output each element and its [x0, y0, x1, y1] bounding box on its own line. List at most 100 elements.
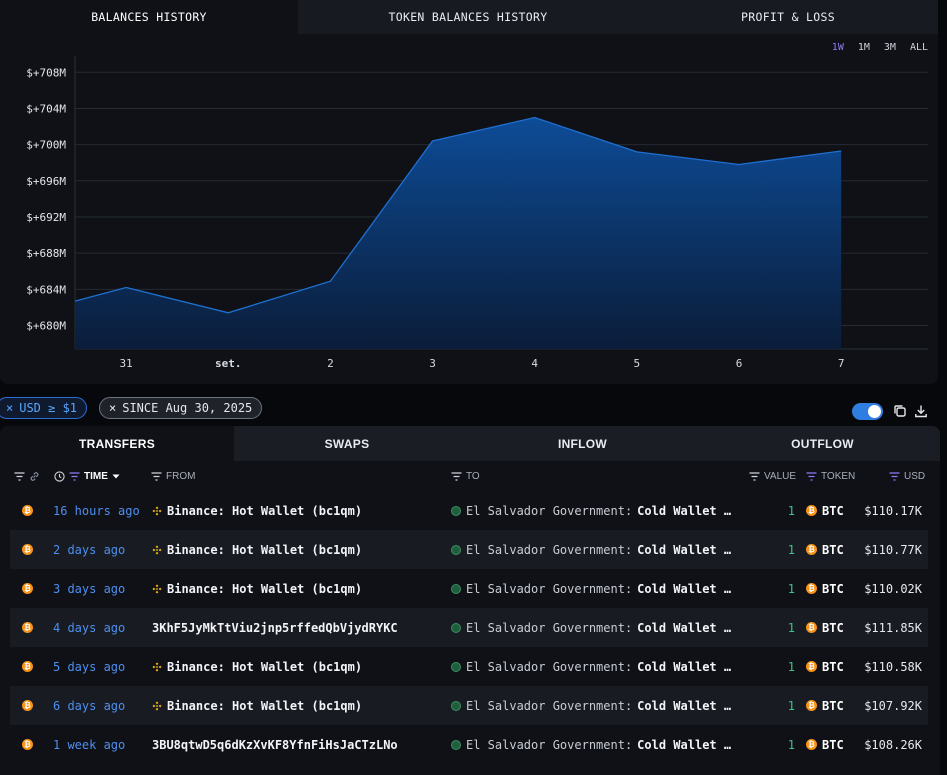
- btc-token-icon: ₿: [806, 661, 817, 672]
- to-entity-label: El Salvador Government:: [466, 503, 633, 518]
- x-tick-label: 4: [531, 357, 538, 370]
- table-row[interactable]: ₿ 2 days ago Binance: Hot Wallet (bc1qm) El…: [10, 530, 928, 569]
- to-address[interactable]: El Salvador Government: Cold Wallet …: [451, 569, 731, 608]
- token-column-header[interactable]: TOKEN: [806, 471, 855, 482]
- tab-outflow[interactable]: OUTFLOW: [705, 426, 940, 461]
- table-row[interactable]: ₿ 3 days ago Binance: Hot Wallet (bc1qm) El…: [10, 569, 928, 608]
- remove-since-filter-icon[interactable]: ×: [109, 401, 117, 415]
- from-column-label: FROM: [166, 471, 196, 482]
- tab-token-balances-history[interactable]: TOKEN BALANCES HISTORY: [298, 0, 638, 34]
- download-icon[interactable]: [913, 403, 929, 419]
- from-address[interactable]: Binance: Hot Wallet (bc1qm): [152, 530, 362, 569]
- from-address[interactable]: 3KhF5JyMkTtViu2jnp5rffedQbVjydRYKC: [152, 608, 398, 647]
- time-link[interactable]: 3 days ago: [53, 581, 126, 596]
- link-icon[interactable]: [29, 471, 40, 482]
- from-label: 3KhF5JyMkTtViu2jnp5rffedQbVjydRYKC: [152, 620, 398, 635]
- balance-area-chart[interactable]: $+708M $+704M $+700M $+696M $+692M $+688M $+68…: [0, 50, 938, 384]
- to-address[interactable]: El Salvador Government: Cold Wallet …: [451, 725, 731, 764]
- usd-filter-icon[interactable]: [889, 472, 900, 481]
- token-cell[interactable]: ₿ BTC: [806, 647, 844, 686]
- copy-icon[interactable]: [892, 403, 908, 419]
- bitcoin-chain-icon: ₿: [22, 505, 33, 516]
- table-row[interactable]: ₿ 5 days ago Binance: Hot Wallet (bc1qm) El…: [10, 647, 928, 686]
- token-cell[interactable]: ₿ BTC: [806, 491, 844, 530]
- from-address[interactable]: Binance: Hot Wallet (bc1qm): [152, 491, 362, 530]
- value-column-header[interactable]: VALUE: [749, 471, 796, 482]
- tab-profit-loss[interactable]: PROFIT & LOSS: [638, 0, 938, 34]
- time-link[interactable]: 1 week ago: [53, 737, 126, 752]
- balance-point[interactable]: [631, 146, 643, 158]
- tab-transfers[interactable]: TRANSFERS: [0, 426, 234, 461]
- range-1m-button[interactable]: 1M: [857, 42, 870, 53]
- time-link[interactable]: 4 days ago: [53, 620, 126, 635]
- since-filter-chip[interactable]: × SINCE Aug 30, 2025: [99, 397, 263, 419]
- el-salvador-entity-icon: [451, 622, 461, 633]
- table-row[interactable]: ₿ 4 days ago 3KhF5JyMkTtViu2jnp5rffedQbVjy…: [10, 608, 928, 647]
- from-filter-icon[interactable]: [151, 472, 162, 481]
- time-filter-icon[interactable]: [69, 472, 80, 481]
- from-address[interactable]: Binance: Hot Wallet (bc1qm): [152, 686, 362, 725]
- btc-token-icon: ₿: [806, 700, 817, 711]
- usd-filter-chip[interactable]: × USD ≥ $1: [0, 397, 88, 419]
- tab-swaps[interactable]: SWAPS: [234, 426, 460, 461]
- time-link[interactable]: 2 days ago: [53, 542, 126, 557]
- range-3m-button[interactable]: 3M: [883, 42, 896, 53]
- to-address[interactable]: El Salvador Government: Cold Wallet …: [451, 647, 731, 686]
- to-column-header[interactable]: TO: [451, 471, 480, 482]
- from-address[interactable]: Binance: Hot Wallet (bc1qm): [152, 647, 362, 686]
- y-tick-label: $+684M: [26, 283, 66, 296]
- from-address[interactable]: 3BU8qtwD5q6dKzXvKF8YfnFiHsJaCTzLNo: [152, 725, 398, 764]
- since-filter-label: SINCE Aug 30, 2025: [122, 401, 253, 415]
- clock-icon[interactable]: [54, 471, 65, 482]
- from-address[interactable]: Binance: Hot Wallet (bc1qm): [152, 569, 362, 608]
- to-address[interactable]: El Salvador Government: Cold Wallet …: [451, 491, 731, 530]
- sort-desc-icon[interactable]: [112, 474, 120, 479]
- tab-inflow[interactable]: INFLOW: [460, 426, 705, 461]
- balance-point[interactable]: [529, 111, 541, 123]
- to-filter-icon[interactable]: [451, 472, 462, 481]
- token-cell[interactable]: ₿ BTC: [806, 569, 844, 608]
- from-column-header[interactable]: FROM: [151, 471, 195, 482]
- balance-point[interactable]: [324, 275, 336, 287]
- from-label: 3BU8qtwD5q6dKzXvKF8YfnFiHsJaCTzLNo: [152, 737, 398, 752]
- token-cell[interactable]: ₿ BTC: [806, 725, 844, 764]
- value-cell: 1: [787, 620, 795, 635]
- x-tick-label: 31: [119, 357, 132, 370]
- balance-point[interactable]: [835, 145, 847, 157]
- time-link[interactable]: 16 hours ago: [53, 503, 140, 518]
- to-address[interactable]: El Salvador Government: Cold Wallet …: [451, 530, 731, 569]
- value-cell: 1: [787, 581, 795, 596]
- usd-cell: $110.58K: [864, 659, 922, 674]
- balance-point[interactable]: [427, 135, 439, 147]
- token-cell[interactable]: ₿ BTC: [806, 608, 844, 647]
- usd-column-header[interactable]: USD: [889, 471, 925, 482]
- filter-icon[interactable]: [14, 472, 25, 481]
- table-row[interactable]: ₿ 16 hours ago Binance: Hot Wallet (bc1qm)…: [10, 491, 928, 530]
- tab-balances-history[interactable]: BALANCES HISTORY: [0, 0, 298, 34]
- binance-icon: [152, 584, 162, 593]
- chain-cell: ₿: [22, 491, 33, 530]
- remove-usd-filter-icon[interactable]: ×: [6, 401, 14, 415]
- balance-point[interactable]: [733, 159, 745, 171]
- range-all-button[interactable]: ALL: [909, 42, 928, 53]
- value-filter-icon[interactable]: [749, 472, 760, 481]
- row-filter-controls[interactable]: [14, 471, 40, 482]
- binance-icon: [152, 701, 162, 710]
- token-filter-icon[interactable]: [806, 472, 817, 481]
- time-column-header[interactable]: TIME: [54, 471, 120, 482]
- time-link[interactable]: 6 days ago: [53, 698, 126, 713]
- range-1w-button[interactable]: 1W: [831, 42, 844, 53]
- chain-cell: ₿: [22, 647, 33, 686]
- balance-point[interactable]: [120, 282, 132, 294]
- time-link[interactable]: 5 days ago: [53, 659, 126, 674]
- to-entity-label: El Salvador Government:: [466, 542, 633, 557]
- balance-point[interactable]: [222, 307, 234, 319]
- table-row[interactable]: ₿ 1 week ago 3BU8qtwD5q6dKzXvKF8YfnFiHsJaC…: [10, 725, 928, 764]
- to-address[interactable]: El Salvador Government: Cold Wallet …: [451, 686, 731, 725]
- display-toggle[interactable]: [852, 403, 883, 420]
- balance-point[interactable]: [69, 295, 81, 307]
- to-address[interactable]: El Salvador Government: Cold Wallet …: [451, 608, 731, 647]
- token-cell[interactable]: ₿ BTC: [806, 530, 844, 569]
- table-row[interactable]: ₿ 6 days ago Binance: Hot Wallet (bc1qm) El…: [10, 686, 928, 725]
- token-cell[interactable]: ₿ BTC: [806, 686, 844, 725]
